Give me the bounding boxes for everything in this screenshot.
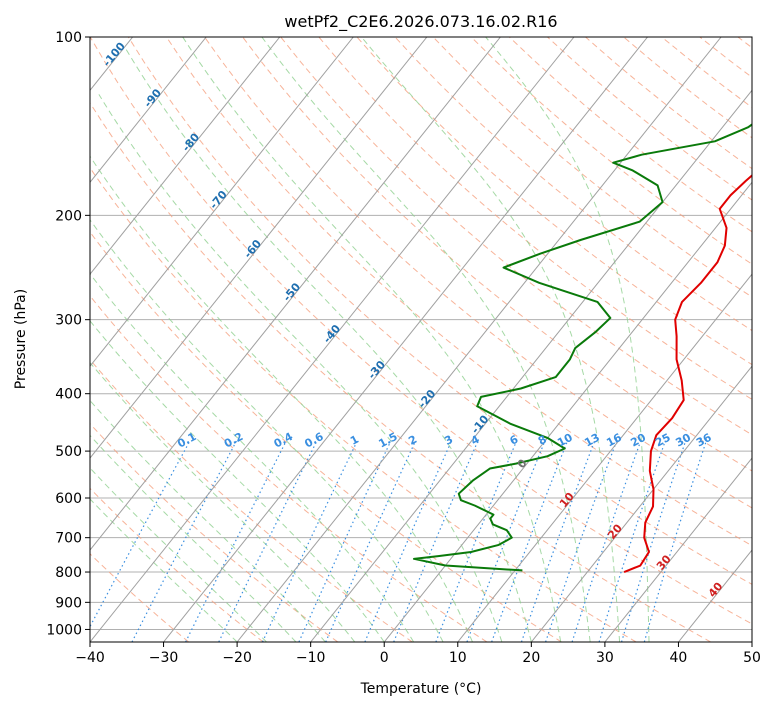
x-tick-label: 20	[522, 650, 540, 666]
dry-adiabat	[356, 37, 752, 366]
isotherm-line	[310, 89, 752, 642]
chart-title: wetPf2_C2E6.2026.073.16.02.R16	[284, 12, 557, 32]
isotherm-line	[90, 37, 575, 642]
y-tick-label: 100	[55, 30, 82, 46]
moist-adiabat	[182, 37, 562, 642]
y-tick-label: 900	[55, 595, 82, 611]
y-tick-label: 500	[55, 444, 82, 460]
mixing-ratio-line	[620, 440, 687, 642]
x-tick-label: −30	[149, 650, 179, 666]
dry-adiabat	[394, 37, 752, 332]
dry-adiabat	[90, 295, 488, 642]
dry-adiabat	[432, 37, 752, 298]
y-tick-label: 200	[55, 208, 82, 224]
isotherm-line	[90, 37, 501, 551]
isotherm-line	[383, 181, 752, 642]
dry-adiabat	[90, 422, 339, 642]
y-axis-ticks: 100 200 300 400 500 600 700 800 900 1000	[46, 30, 90, 638]
x-tick-label: 50	[743, 650, 761, 666]
mixing-ratio-line	[491, 440, 569, 642]
moist-adiabat	[485, 37, 650, 642]
mixing-ratio-lines	[90, 440, 707, 642]
mixing-ratio-label: 20	[628, 431, 648, 450]
isotherm-line	[236, 37, 722, 642]
moist-adiabats	[90, 37, 650, 642]
mixing-ratio-line	[393, 440, 479, 642]
dewpoint-profile-line	[412, 123, 752, 572]
mixing-ratio-line	[571, 440, 642, 642]
dry-adiabat	[90, 166, 637, 642]
dry-adiabat	[90, 553, 189, 642]
y-tick-label: 600	[55, 491, 82, 507]
temperature-profile-line	[623, 174, 752, 573]
dry-adiabat	[90, 231, 562, 642]
mixing-ratio-line	[435, 440, 518, 642]
mixing-ratio-label: 13	[582, 431, 602, 450]
y-tick-label: 300	[55, 313, 82, 329]
x-tick-label: −10	[296, 650, 326, 666]
mixing-ratio-label: 36	[694, 431, 714, 450]
moist-adiabat	[90, 320, 385, 642]
moist-adiabat	[90, 467, 267, 642]
moist-adiabat	[90, 218, 444, 642]
moist-adiabat	[261, 37, 591, 642]
moist-adiabat	[361, 37, 621, 642]
mixing-ratio-label: 30	[673, 431, 693, 450]
dry-adiabat	[204, 37, 752, 509]
moist-adiabat	[90, 361, 356, 642]
moist-adiabat	[90, 498, 238, 642]
x-tick-label: 40	[670, 650, 688, 666]
mixing-ratio-label: 10	[555, 431, 575, 450]
x-axis-ticks: −40 −30 −20 −10 0 10 20 30 40 50	[75, 642, 761, 666]
isotherm-line	[90, 37, 428, 459]
mixing-ratio-line	[90, 440, 191, 628]
x-tick-label: −40	[75, 650, 105, 666]
x-axis-label: Temperature (°C)	[360, 681, 482, 697]
mixing-ratio-line	[545, 440, 618, 642]
mixing-ratio-line	[261, 440, 358, 642]
y-tick-label: 800	[55, 565, 82, 581]
profile-series	[412, 123, 752, 573]
x-tick-label: 10	[449, 650, 467, 666]
moist-adiabat	[90, 399, 326, 642]
y-tick-label: 1000	[46, 622, 82, 638]
mixing-ratio-line	[131, 440, 238, 642]
isotherm-line	[90, 37, 354, 367]
moist-adiabat	[125, 49, 532, 642]
x-tick-label: −20	[222, 650, 252, 666]
mixing-ratio-label: 25	[653, 431, 673, 450]
y-axis-label: Pressure (hPa)	[13, 289, 29, 389]
x-tick-label: 30	[596, 650, 614, 666]
isotherm-line	[90, 37, 281, 276]
isotherms	[90, 37, 752, 642]
dry-adiabat	[90, 37, 752, 625]
mixing-ratio-line	[520, 440, 596, 642]
mixing-ratio-line	[185, 440, 287, 642]
plot-frame	[89, 36, 753, 643]
isotherm-line	[530, 365, 752, 642]
mixing-ratio-line	[598, 440, 666, 642]
isotherm-line	[604, 457, 752, 642]
y-tick-label: 700	[55, 531, 82, 547]
y-tick-label: 400	[55, 387, 82, 403]
x-tick-label: 0	[380, 650, 389, 666]
moist-adiabat	[98, 94, 503, 642]
isotherm-line	[90, 37, 207, 184]
mixing-ratio-label: 16	[604, 431, 624, 450]
isotherm-line	[457, 273, 752, 642]
moist-adiabat	[90, 155, 473, 642]
dry-adiabat	[127, 37, 752, 585]
isotherm-line	[163, 37, 648, 642]
plot-area: -100-90-80-70-60-50-40-30-20-10010203040…	[90, 37, 752, 642]
mixing-ratio-line	[218, 440, 318, 642]
